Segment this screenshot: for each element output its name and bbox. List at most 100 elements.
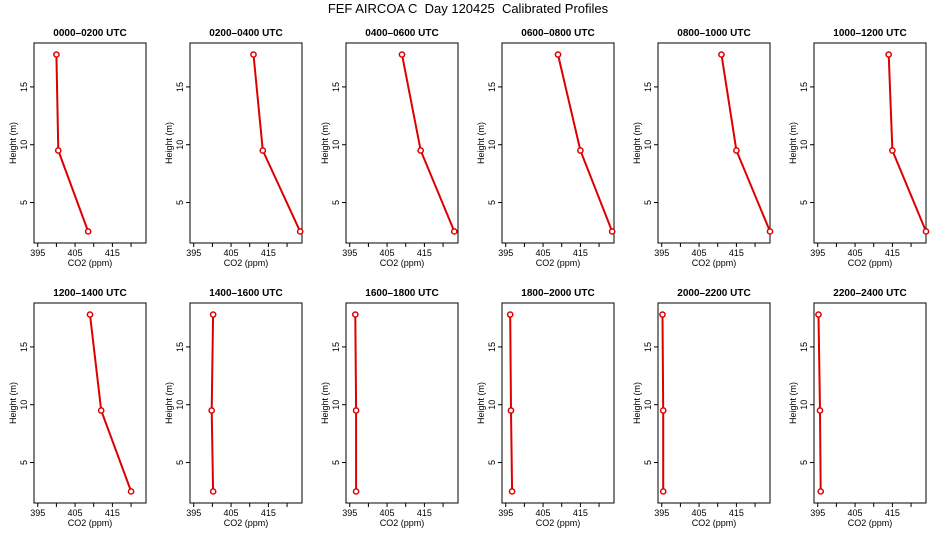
profile-line (661, 314, 665, 492)
x-tick-label: 415 (573, 508, 588, 518)
x-tick-label: 405 (68, 248, 83, 258)
x-tick-label: 415 (729, 508, 744, 518)
x-tick-label: 395 (186, 508, 201, 518)
profile-line (887, 54, 927, 232)
x-tick-label: 395 (342, 508, 357, 518)
plot-frame (33, 42, 147, 244)
y-tick-label: 15 (487, 342, 497, 352)
y-tick-label: 5 (487, 200, 497, 205)
profile-panel: 1800–2000 UTC 395 405 415 5 10 15 CO2 (ppm) Heig… (476, 288, 615, 528)
data-point (507, 407, 515, 414)
plot-frame (501, 302, 615, 504)
y-tick-label: 5 (19, 460, 29, 465)
panel-title: 0200–0400 UTC (209, 28, 282, 39)
data-point (450, 228, 458, 235)
data-point (608, 228, 616, 235)
x-tick-label: 405 (224, 248, 239, 258)
data-point (209, 488, 217, 495)
y-tick-label: 15 (19, 342, 29, 352)
profile-line (354, 314, 358, 492)
y-tick-label: 5 (643, 460, 653, 465)
x-tick-label: 415 (885, 248, 900, 258)
y-tick-label: 10 (175, 400, 185, 410)
panel-title: 0000–0200 UTC (53, 28, 126, 39)
data-point (86, 311, 94, 318)
y-tick-label: 5 (175, 460, 185, 465)
data-point (259, 147, 267, 154)
panel-title: 0600–0800 UTC (521, 28, 594, 39)
y-tick-label: 5 (19, 200, 29, 205)
data-point (817, 488, 825, 495)
figure-title: FEF AIRCOA C Day 120425 Calibrated Profi… (327, 1, 609, 16)
y-tick-label: 15 (331, 342, 341, 352)
panel-title: 1400–1600 UTC (209, 288, 282, 299)
x-tick-label: 395 (30, 248, 45, 258)
profile-line (210, 314, 215, 492)
y-tick-label: 10 (19, 140, 29, 150)
x-axis-label: CO2 (ppm) (224, 518, 269, 528)
x-axis-label: CO2 (ppm) (536, 258, 581, 268)
data-point (659, 407, 667, 414)
x-tick-label: 405 (536, 508, 551, 518)
panel-title: 1200–1400 UTC (53, 288, 126, 299)
x-axis-label: CO2 (ppm) (692, 258, 737, 268)
x-tick-label: 415 (573, 248, 588, 258)
x-tick-label: 405 (848, 508, 863, 518)
profile-panel: 2000–2200 UTC 395 405 415 5 10 15 CO2 (ppm) Heig… (632, 288, 771, 528)
profile-panel: 0200–0400 UTC 395 405 415 5 10 15 CO2 (ppm) Heig… (164, 28, 304, 268)
panel-title: 0800–1000 UTC (677, 28, 750, 39)
data-point (889, 147, 896, 154)
data-point (417, 147, 425, 154)
y-axis-label: Height (m) (8, 122, 18, 164)
data-point (250, 51, 257, 58)
plot-frame (657, 302, 771, 504)
x-tick-label: 395 (810, 248, 825, 258)
x-axis-label: CO2 (ppm) (536, 518, 581, 528)
panel-title: 2000–2200 UTC (677, 288, 750, 299)
profile-panel: 0600–0800 UTC 395 405 415 5 10 15 CO2 (ppm) Heig… (476, 28, 616, 268)
x-tick-label: 415 (261, 248, 276, 258)
plot-frame (813, 302, 927, 504)
profile-line (557, 54, 614, 232)
x-tick-label: 405 (536, 248, 551, 258)
profile-panel: 1400–1600 UTC 395 405 415 5 10 15 CO2 (ppm) Heig… (164, 288, 303, 528)
data-point (352, 488, 360, 495)
y-axis-label: Height (m) (8, 382, 18, 424)
data-point (508, 488, 516, 495)
y-tick-label: 5 (799, 460, 809, 465)
x-tick-label: 415 (105, 508, 120, 518)
y-tick-label: 10 (799, 140, 809, 150)
x-tick-label: 395 (498, 508, 513, 518)
x-axis-label: CO2 (ppm) (848, 518, 893, 528)
plot-frame (813, 42, 927, 244)
x-tick-label: 415 (261, 508, 276, 518)
data-point (97, 407, 105, 414)
data-point (506, 311, 514, 318)
profile-line (401, 54, 456, 232)
data-point (659, 311, 666, 318)
panel-title: 0400–0600 UTC (365, 28, 438, 39)
y-axis-label: Height (m) (788, 122, 798, 164)
x-axis-label: CO2 (ppm) (692, 518, 737, 528)
data-point (815, 311, 822, 318)
data-point (127, 488, 135, 495)
x-tick-label: 395 (498, 248, 513, 258)
plot-frame (501, 42, 615, 244)
x-tick-label: 395 (30, 508, 45, 518)
x-axis-label: CO2 (ppm) (224, 258, 269, 268)
y-axis-label: Height (m) (476, 122, 486, 164)
plot-frame (189, 42, 303, 244)
panel-title: 1000–1200 UTC (833, 28, 906, 39)
data-point (816, 407, 824, 414)
data-point (922, 228, 930, 235)
x-axis-label: CO2 (ppm) (380, 258, 425, 268)
y-tick-label: 5 (331, 460, 341, 465)
y-tick-label: 15 (175, 342, 185, 352)
profile-line (817, 314, 822, 492)
y-tick-label: 5 (175, 200, 185, 205)
profile-panel: 1200–1400 UTC 395 405 415 5 10 15 CO2 (ppm) Heig… (8, 288, 147, 528)
y-tick-label: 10 (19, 400, 29, 410)
y-axis-label: Height (m) (476, 382, 486, 424)
x-axis-label: CO2 (ppm) (68, 258, 113, 268)
data-point (352, 407, 360, 414)
